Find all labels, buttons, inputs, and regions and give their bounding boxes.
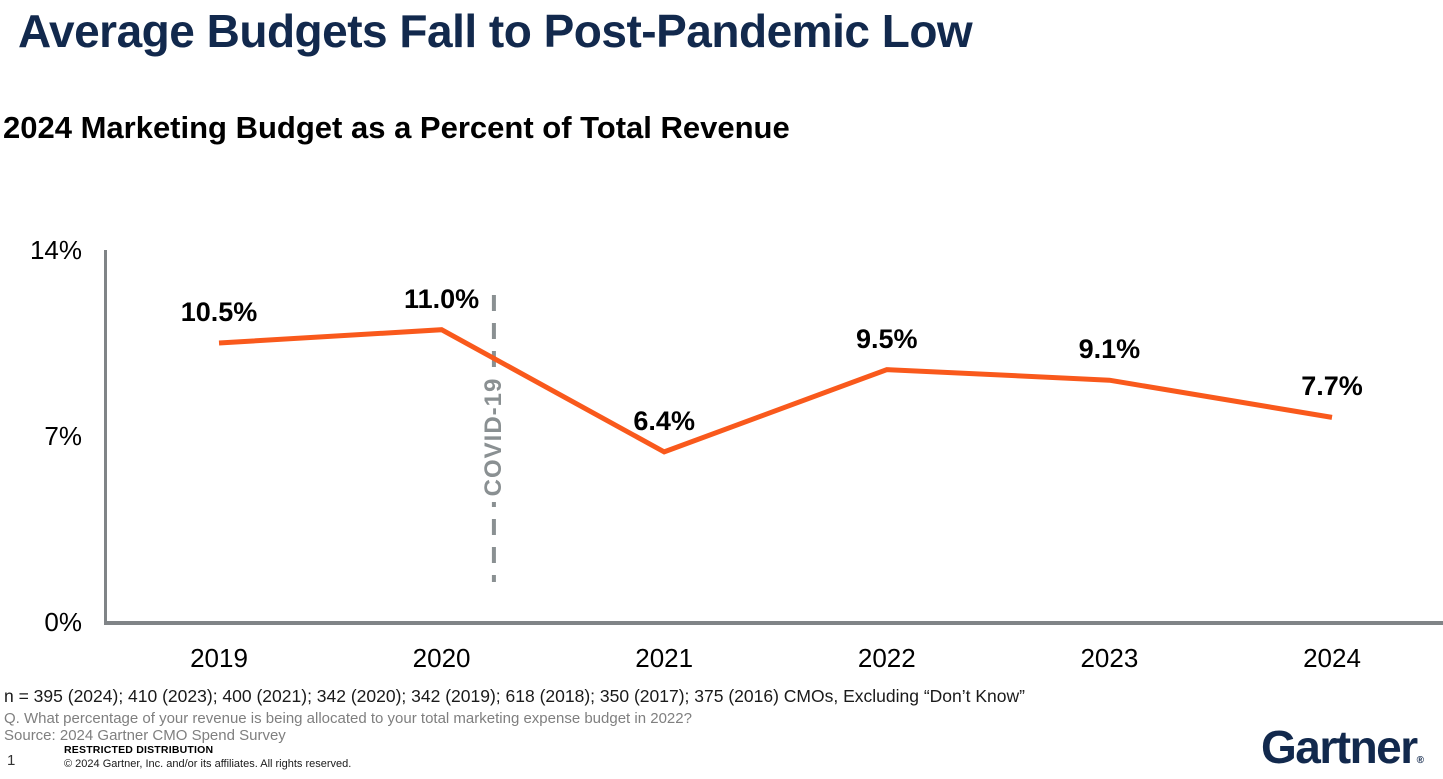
x-axis-line: [104, 621, 1443, 625]
chart-subtitle: 2024 Marketing Budget as a Percent of To…: [3, 110, 790, 145]
y-axis-tick-label: 7%: [44, 421, 82, 451]
gartner-logo: Gartner®: [1261, 720, 1424, 774]
footnote-question: Q. What percentage of your revenue is be…: [4, 710, 692, 727]
data-point-label: 9.5%: [856, 323, 918, 354]
gartner-logo-text: Gartner: [1261, 721, 1418, 773]
x-axis-tick-label: 2021: [635, 643, 694, 673]
data-point-label: 9.1%: [1078, 334, 1141, 365]
data-point-label: 7.7%: [1301, 371, 1363, 402]
x-axis-tick-label: 2019: [190, 643, 248, 673]
y-axis-line: [104, 250, 107, 623]
y-axis-tick-label: 0%: [44, 607, 82, 637]
slide-title: Average Budgets Fall to Post-Pandemic Lo…: [18, 5, 973, 57]
copyright-text: © 2024 Gartner, Inc. and/or its affiliat…: [64, 758, 352, 770]
restricted-distribution-label: RESTRICTED DISTRIBUTION: [64, 744, 214, 756]
data-point-label: 6.4%: [633, 405, 695, 436]
footnote-source: Source: 2024 Gartner CMO Spend Survey: [4, 727, 286, 744]
registered-trademark-icon: ®: [1416, 755, 1425, 766]
footnote-sample-sizes: n = 395 (2024); 410 (2023); 400 (2021); …: [4, 686, 1025, 706]
data-point-label: 11.0%: [404, 283, 480, 314]
y-axis-tick-label: 14%: [29, 235, 82, 265]
x-axis-tick-label: 2022: [857, 643, 916, 673]
x-axis-tick-label: 2020: [412, 643, 471, 673]
x-axis-tick-label: 2023: [1080, 643, 1139, 673]
data-point-label: 10.5%: [180, 297, 258, 327]
x-axis-tick-label: 2024: [1303, 643, 1361, 673]
page-number: 1: [7, 752, 16, 769]
